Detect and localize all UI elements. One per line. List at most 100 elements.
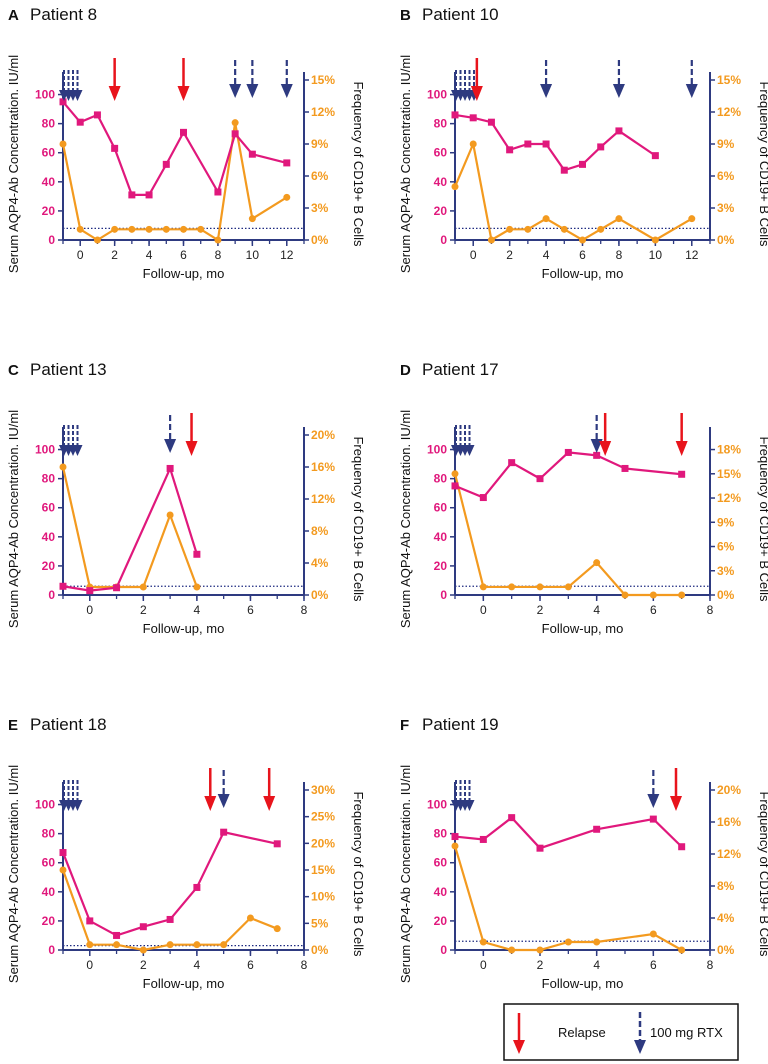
cd19-point bbox=[597, 225, 605, 233]
y-tick-label-left: 40 bbox=[42, 175, 56, 189]
y-tick-label-left: 20 bbox=[42, 204, 56, 218]
relapse-arrowhead bbox=[108, 86, 121, 101]
y-tick-label-right: 8% bbox=[311, 524, 329, 538]
aqp4-point bbox=[564, 448, 572, 456]
cd19-series-line bbox=[453, 845, 683, 952]
cd19-point bbox=[59, 866, 67, 874]
cd19-point bbox=[59, 140, 67, 148]
x-tick-label: 8 bbox=[707, 958, 714, 972]
cd19-point bbox=[579, 236, 586, 244]
x-tick-label: 2 bbox=[140, 603, 147, 617]
x-tick-label: 0 bbox=[480, 958, 487, 972]
aqp4-point bbox=[139, 923, 147, 931]
cd19-point bbox=[506, 225, 514, 233]
x-tick-label: 4 bbox=[543, 248, 550, 262]
y-tick-label-left: 100 bbox=[427, 88, 447, 102]
cd19-point bbox=[180, 225, 187, 233]
y-tick-label-left: 60 bbox=[434, 146, 448, 160]
cd19-point bbox=[86, 941, 94, 949]
y-axis-label-left: Serum AQP4-Ab Concentration. IU/ml bbox=[6, 55, 21, 273]
relapse-arrowhead bbox=[675, 441, 688, 456]
y-tick-label-right: 20% bbox=[311, 428, 335, 442]
cd19-point bbox=[564, 583, 572, 591]
cd19-point bbox=[508, 583, 516, 591]
y-tick-label-left: 80 bbox=[434, 472, 448, 486]
y-tick-label-left: 40 bbox=[42, 530, 56, 544]
cd19-point bbox=[621, 591, 629, 599]
y-tick-label-right: 15% bbox=[717, 467, 741, 481]
y-tick-label-right: 16% bbox=[717, 815, 741, 829]
aqp4-point bbox=[621, 464, 629, 472]
aqp4-point bbox=[487, 118, 495, 126]
y-tick-label-left: 0 bbox=[48, 588, 55, 602]
aqp4-point bbox=[451, 111, 459, 119]
cd19-point bbox=[283, 193, 291, 201]
y-tick-label-left: 20 bbox=[434, 559, 448, 573]
aqp4-point bbox=[166, 915, 174, 923]
x-tick-label: 0 bbox=[77, 248, 84, 262]
aqp4-point bbox=[86, 587, 94, 595]
x-axis-label: Follow-up, mo bbox=[542, 266, 624, 281]
x-axis-label: Follow-up, mo bbox=[143, 621, 225, 636]
cd19-point bbox=[479, 583, 487, 591]
aqp4-point bbox=[524, 140, 532, 148]
cd19-point bbox=[487, 236, 495, 244]
cd19-point bbox=[451, 842, 459, 850]
panel-c: C Patient 13 0 20 40 60 80 100 0% 4% 8% 12% 16% 20% 0 2… bbox=[6, 360, 366, 636]
legend-rtx-label: 100 mg RTX bbox=[650, 1025, 723, 1040]
y-tick-label-left: 0 bbox=[440, 943, 447, 957]
y-tick-label-left: 20 bbox=[42, 559, 56, 573]
y-tick-label-left: 0 bbox=[48, 233, 55, 247]
aqp4-point bbox=[579, 160, 586, 168]
y-tick-label-left: 40 bbox=[434, 885, 448, 899]
aqp4-point bbox=[59, 849, 67, 857]
panel-title: Patient 18 bbox=[30, 715, 107, 734]
x-tick-label: 6 bbox=[650, 958, 657, 972]
y-axis-label-right: Frequency of CD19+ B Cells bbox=[757, 81, 768, 247]
y-tick-label-right: 12% bbox=[311, 492, 335, 506]
aqp4-point bbox=[536, 844, 544, 852]
cd19-series-line bbox=[61, 122, 288, 242]
y-tick-label-left: 100 bbox=[427, 443, 447, 457]
aqp4-point bbox=[193, 550, 201, 558]
y-axis-label-left: Serum AQP4-Ab Concentration. IU/ml bbox=[398, 765, 413, 983]
x-tick-label: 2 bbox=[111, 248, 118, 262]
x-tick-label: 6 bbox=[650, 603, 657, 617]
aqp4-point bbox=[59, 582, 67, 590]
x-axis-label: Follow-up, mo bbox=[542, 621, 624, 636]
y-tick-label-right: 16% bbox=[311, 460, 335, 474]
y-tick-label-right: 9% bbox=[717, 515, 735, 529]
cd19-point bbox=[451, 183, 459, 191]
cd19-point bbox=[162, 225, 170, 233]
cd19-point bbox=[508, 946, 516, 954]
cd19-point bbox=[560, 225, 568, 233]
cd19-point bbox=[113, 941, 121, 949]
aqp4-point bbox=[93, 111, 101, 119]
y-axis-label-right: Frequency of CD19+ B Cells bbox=[757, 436, 768, 602]
panel-letter: D bbox=[400, 362, 411, 379]
x-tick-label: 4 bbox=[194, 958, 201, 972]
legend-box bbox=[503, 1003, 739, 1061]
aqp4-point bbox=[113, 931, 121, 939]
y-tick-label-right: 0% bbox=[311, 943, 329, 957]
y-tick-label-right: 4% bbox=[717, 911, 735, 925]
legend: Relapse 100 mg RTX bbox=[503, 1003, 739, 1061]
cd19-point bbox=[593, 559, 601, 567]
x-tick-label: 6 bbox=[180, 248, 187, 262]
cd19-point bbox=[536, 946, 544, 954]
relapse-arrowhead bbox=[177, 86, 190, 101]
cd19-point bbox=[469, 140, 477, 148]
cd19-point bbox=[651, 236, 659, 244]
y-tick-label-right: 12% bbox=[717, 105, 741, 119]
y-axis-label-right: Frequency of CD19+ B Cells bbox=[757, 791, 768, 957]
panel-f: F Patient 19 0 20 40 60 80 100 0% 4% 8% 12% 16% 20% 0 2… bbox=[398, 715, 768, 991]
y-tick-label-right: 0% bbox=[717, 233, 735, 247]
y-tick-label-left: 100 bbox=[427, 798, 447, 812]
y-tick-label-right: 20% bbox=[717, 783, 741, 797]
x-tick-label: 4 bbox=[593, 603, 600, 617]
panel-letter: F bbox=[400, 717, 409, 734]
y-tick-label-left: 40 bbox=[434, 530, 448, 544]
aqp4-series-line bbox=[454, 451, 682, 499]
